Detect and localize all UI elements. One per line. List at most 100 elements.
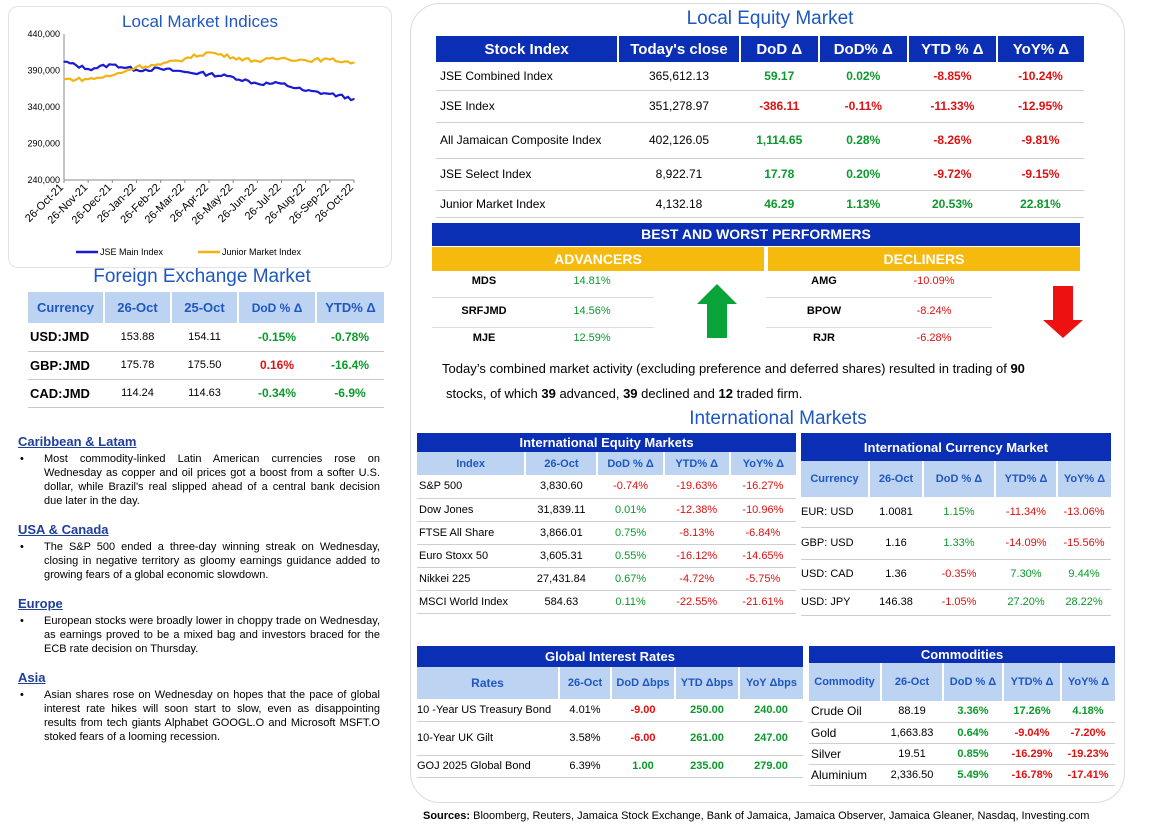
equity-dod: -386.11 xyxy=(739,90,819,123)
news-heading: USA & Canada xyxy=(18,522,109,537)
series-point xyxy=(353,61,355,64)
series-point xyxy=(184,71,186,73)
series-point xyxy=(329,58,331,61)
rates-h2: DoD Δbps xyxy=(611,667,676,699)
fx-ytd: -0.78% xyxy=(316,323,384,352)
equity-yoy: -12.95% xyxy=(996,90,1084,123)
rates-h4: YoY Δbps xyxy=(739,667,803,699)
news-item: • Most commodity-linked Latin American cu… xyxy=(18,452,380,508)
commodity-yoy: 4.18% xyxy=(1061,701,1115,723)
series-point xyxy=(111,63,114,66)
fx-row: USD:JMD 153.88 154.11 -0.15% -0.78% xyxy=(28,323,384,352)
intl-currency-yoy: 28.22% xyxy=(1057,589,1111,616)
intl-equity-dod: 0.75% xyxy=(597,521,664,545)
rates-yoy: 279.00 xyxy=(739,755,803,778)
legend-label-jse-main: JSE Main Index xyxy=(100,247,164,257)
equity-dodp: -0.11% xyxy=(818,90,908,123)
summary-text-5: traded firm. xyxy=(732,386,803,401)
performers-title: BEST AND WORST PERFORMERS xyxy=(432,223,1080,246)
rates-name: 10 -Year US Treasury Bond xyxy=(417,699,559,722)
intl-equity-value: 3,830.60 xyxy=(525,475,598,499)
news-heading: Asia xyxy=(18,670,46,685)
fx-header-dod: DoD % Δ xyxy=(238,292,317,323)
fx-value-25oct: 154.11 xyxy=(171,323,238,352)
intl-equity-dod: -0.74% xyxy=(597,475,664,499)
equity-header-yoy: YoY% Δ xyxy=(996,36,1084,62)
intl-equity-value: 31,839.11 xyxy=(525,498,598,522)
intl-equity-row: Nikkei 225 27,431.84 0.67% -4.72% -5.75% xyxy=(417,567,796,591)
equity-row: JSE Combined Index 365,612.13 59.17 0.02% -8… xyxy=(436,62,1084,91)
intl-equity-row: MSCI World Index 584.63 0.11% -22.55% -21.61… xyxy=(417,590,796,614)
rates-title: Global Interest Rates xyxy=(417,646,803,667)
series-point xyxy=(256,82,259,85)
equity-index-name: JSE Select Index xyxy=(436,158,619,191)
commodities-table: Commodities Commodity 26-Oct DoD % Δ YTD… xyxy=(809,646,1115,786)
rates-value: 3.58% xyxy=(559,721,611,756)
intl-currency-value: 146.38 xyxy=(869,589,923,616)
rates-name: GOJ 2025 Global Bond xyxy=(417,755,559,778)
commodity-row: Gold 1,663.83 0.64% -9.04% -7.20% xyxy=(809,722,1115,744)
equity-dodp: 0.20% xyxy=(818,158,908,191)
equity-close: 351,278.97 xyxy=(618,90,740,123)
intl-equity-row: S&P 500 3,830.60 -0.74% -19.63% -16.27% xyxy=(417,475,796,499)
equity-header-dod: DoD Δ xyxy=(739,36,820,62)
comm-h2: DoD % Δ xyxy=(943,663,1004,701)
decliners-header: DECLINERS xyxy=(768,247,1080,271)
intl-cur-h0: Currency xyxy=(801,461,870,497)
intl-currency-row: USD: CAD 1.36 -0.35% 7.30% 9.44% xyxy=(801,559,1111,590)
intl-equity-yoy: -16.27% xyxy=(729,475,796,499)
intl-currency-ytd: 7.30% xyxy=(995,559,1057,590)
intl-equity-yoy: -21.61% xyxy=(729,590,796,614)
series-point xyxy=(111,74,114,77)
decliner-symbol: BPOW xyxy=(806,305,842,317)
rates-dod: -9.00 xyxy=(611,699,675,722)
intl-currency-value: 1.16 xyxy=(869,527,923,560)
decliner-pct: -6.28% xyxy=(916,332,952,344)
y-tick-label: 440,000 xyxy=(27,29,60,39)
series-point xyxy=(304,90,307,92)
intl-currency-value: 1.36 xyxy=(869,559,923,590)
news-text: Asian shares rose on Wednesday on hopes … xyxy=(44,689,380,743)
fx-dod: -0.15% xyxy=(238,323,316,352)
intl-equity-name: MSCI World Index xyxy=(417,590,526,614)
intl-eq-h0: Index xyxy=(417,452,527,475)
intl-equity-ytd: -8.13% xyxy=(663,521,730,545)
intl-equity-name: Euro Stoxx 50 xyxy=(417,544,526,568)
equity-ytd: -8.26% xyxy=(907,122,997,159)
equity-header-dodp: DoD% Δ xyxy=(818,36,909,62)
fx-value-26oct: 114.24 xyxy=(104,379,171,408)
down-arrow-icon xyxy=(1043,286,1083,338)
advancer-row: MJE 12.59% xyxy=(432,325,654,355)
series-point xyxy=(280,57,283,59)
equity-index-name: JSE Combined Index xyxy=(436,62,619,91)
rates-yoy: 240.00 xyxy=(739,699,803,722)
equity-dodp: 0.02% xyxy=(818,62,908,91)
advancer-symbol: MDS xyxy=(471,275,497,287)
rates-ytd: 261.00 xyxy=(675,721,739,756)
commodity-name: Crude Oil xyxy=(809,701,881,723)
fx-header-date1: 26-Oct xyxy=(104,292,172,323)
rates-value: 6.39% xyxy=(559,755,611,778)
commodity-dod: 0.64% xyxy=(943,722,1003,744)
rates-ytd: 235.00 xyxy=(675,755,739,778)
intl-currency-pair: USD: JPY xyxy=(801,589,869,616)
intl-currency-row: GBP: USD 1.16 1.33% -14.09% -15.56% xyxy=(801,527,1111,560)
series-point xyxy=(208,73,210,75)
intl-eq-h4: YoY% Δ xyxy=(729,452,796,475)
equity-header-index: Stock Index xyxy=(436,36,620,62)
intl-equity-dod: 0.67% xyxy=(597,567,664,591)
equity-row: Junior Market Index 4,132.18 46.29 1.13% 20.… xyxy=(436,190,1084,218)
intl-title: International Markets xyxy=(689,408,867,429)
commodity-name: Silver xyxy=(809,743,881,765)
intl-equity-name: FTSE All Share xyxy=(417,521,526,545)
intl-equity-row: FTSE All Share 3,866.01 0.75% -8.13% -6.84% xyxy=(417,521,796,545)
intl-currency-title: International Currency Market xyxy=(801,433,1111,461)
intl-equity-dod: 0.01% xyxy=(597,498,664,522)
intl-equity-yoy: -10.96% xyxy=(729,498,796,522)
intl-currency-dod: 1.33% xyxy=(923,527,995,560)
series-point xyxy=(256,60,259,62)
fx-currency: CAD:JMD xyxy=(28,379,104,408)
commodity-value: 19.51 xyxy=(881,743,943,765)
sources-text: Bloomberg, Reuters, Jamaica Stock Exchan… xyxy=(470,810,1090,822)
equity-dod: 59.17 xyxy=(739,62,819,91)
